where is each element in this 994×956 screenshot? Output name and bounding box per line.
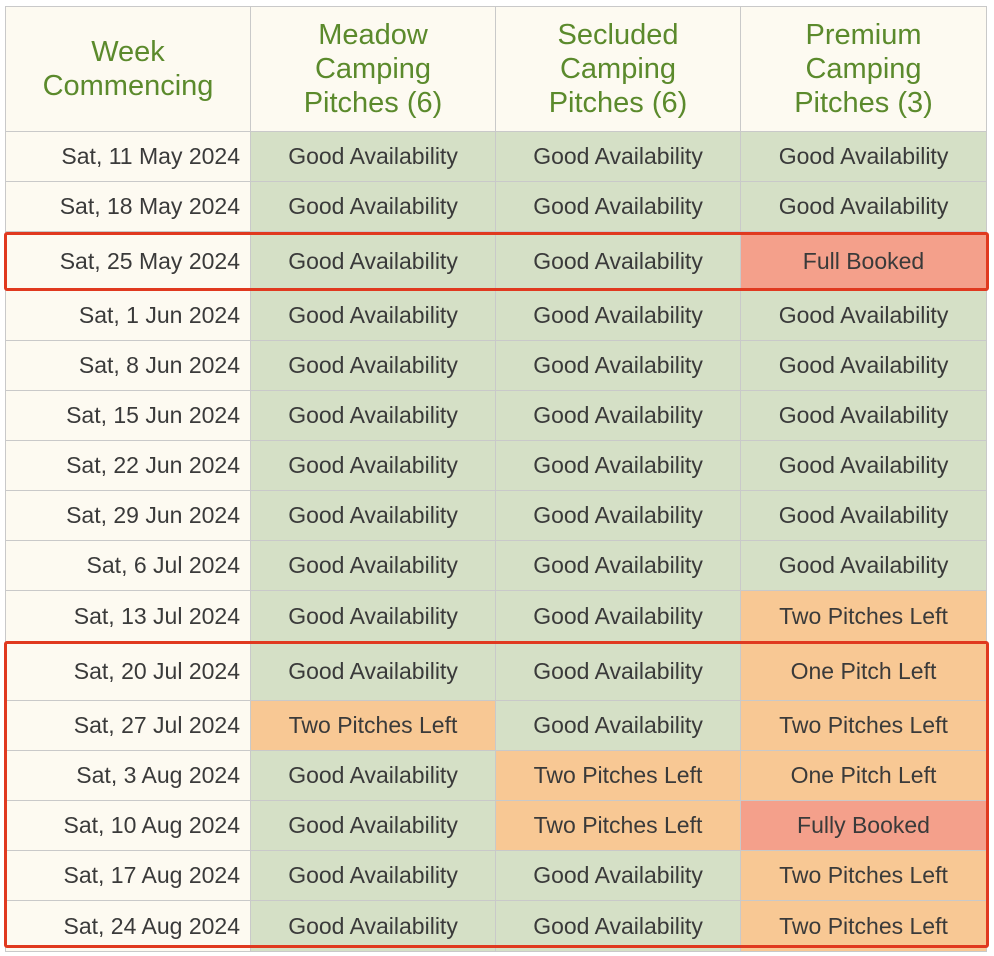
availability-table-container: Week Commencing Meadow Camping Pitches (… [5,6,987,952]
week-date-cell: Sat, 27 Jul 2024 [5,700,251,751]
table-row: Sat, 22 Jun 2024 Good Availability Good Av… [5,440,987,491]
premium-availability-cell: Good Availability [740,290,987,341]
week-date-cell: Sat, 13 Jul 2024 [5,590,251,642]
week-date-cell: Sat, 10 Aug 2024 [5,800,251,851]
secluded-availability-cell: Good Availability [495,181,741,232]
meadow-availability-cell: Good Availability [250,490,496,541]
secluded-availability-cell: Good Availability [495,490,741,541]
table-row: Sat, 18 May 2024 Good Availability Good Av… [5,181,987,232]
meadow-availability-cell: Good Availability [250,131,496,182]
premium-availability-cell: One Pitch Left [740,750,987,801]
table-row: Sat, 24 Aug 2024 Good Availability Good Av… [5,900,987,952]
table-body: Sat, 11 May 2024 Good Availability Good Av… [5,131,987,952]
premium-availability-cell: Two Pitches Left [740,700,987,751]
header-line: Week [91,36,165,68]
meadow-availability-cell: Good Availability [250,800,496,851]
week-date-cell: Sat, 18 May 2024 [5,181,251,232]
premium-availability-cell: One Pitch Left [740,641,987,701]
premium-availability-cell: Fully Booked [740,800,987,851]
secluded-availability-cell: Good Availability [495,850,741,901]
table-row: Sat, 1 Jun 2024 Good Availability Good Ava… [5,290,987,341]
table-row: Sat, 11 May 2024 Good Availability Good Av… [5,131,987,182]
week-date-cell: Sat, 1 Jun 2024 [5,290,251,341]
week-date-cell: Sat, 17 Aug 2024 [5,850,251,901]
premium-availability-cell: Good Availability [740,440,987,491]
meadow-availability-cell: Good Availability [250,641,496,701]
meadow-availability-cell: Good Availability [250,900,496,952]
secluded-availability-cell: Good Availability [495,390,741,441]
table-row: Sat, 29 Jun 2024 Good Availability Good Av… [5,490,987,541]
meadow-availability-cell: Good Availability [250,231,496,291]
meadow-availability-cell: Good Availability [250,181,496,232]
meadow-availability-cell: Good Availability [250,340,496,391]
table-row: Sat, 6 Jul 2024 Good Availability Good Ava… [5,540,987,591]
table-row: Sat, 25 May 2024 Good Availability Good Av… [5,231,987,291]
meadow-availability-cell: Good Availability [250,850,496,901]
premium-availability-cell: Two Pitches Left [740,850,987,901]
premium-availability-cell: Good Availability [740,181,987,232]
header-line: Camping [805,53,922,85]
header-row: Week Commencing Meadow Camping Pitches (… [5,6,987,132]
premium-availability-cell: Good Availability [740,131,987,182]
secluded-availability-cell: Good Availability [495,131,741,182]
premium-availability-cell: Good Availability [740,340,987,391]
secluded-availability-cell: Good Availability [495,641,741,701]
table-row: Sat, 17 Aug 2024 Good Availability Good Av… [5,850,987,901]
header-line: Premium [805,19,922,51]
premium-availability-cell: Good Availability [740,490,987,541]
header-line: Pitches (6) [548,87,688,119]
header-line: Camping [559,53,677,85]
meadow-availability-cell: Good Availability [250,750,496,801]
table-row: Sat, 20 Jul 2024 Good Availability Good Av… [5,641,987,701]
header-line: Commencing [42,70,214,102]
premium-availability-cell: Good Availability [740,540,987,591]
week-date-cell: Sat, 3 Aug 2024 [5,750,251,801]
week-date-cell: Sat, 29 Jun 2024 [5,490,251,541]
header-line: Camping [314,53,432,85]
secluded-availability-cell: Two Pitches Left [495,800,741,851]
premium-availability-cell: Two Pitches Left [740,590,987,642]
secluded-availability-cell: Two Pitches Left [495,750,741,801]
table-row: Sat, 3 Aug 2024 Good Availability Two Pitc… [5,750,987,801]
table-row: Sat, 10 Aug 2024 Good Availability Two Pit… [5,800,987,851]
table-row: Sat, 27 Jul 2024 Two Pitches Left Good Ava… [5,700,987,751]
availability-table: Week Commencing Meadow Camping Pitches (… [5,6,987,952]
week-date-cell: Sat, 8 Jun 2024 [5,340,251,391]
secluded-availability-cell: Good Availability [495,290,741,341]
meadow-availability-cell: Good Availability [250,440,496,491]
week-date-cell: Sat, 25 May 2024 [5,231,251,291]
header-meadow: Meadow Camping Pitches (6) [250,6,496,132]
meadow-availability-cell: Two Pitches Left [250,700,496,751]
header-secluded: Secluded Camping Pitches (6) [495,6,741,132]
premium-availability-cell: Full Booked [740,231,987,291]
header-week-commencing: Week Commencing [5,6,251,132]
header-line: Pitches (3) [794,87,933,119]
header-line: Pitches (6) [303,87,443,119]
secluded-availability-cell: Good Availability [495,700,741,751]
week-date-cell: Sat, 11 May 2024 [5,131,251,182]
meadow-availability-cell: Good Availability [250,290,496,341]
table-row: Sat, 13 Jul 2024 Good Availability Good Av… [5,590,987,642]
table-row: Sat, 8 Jun 2024 Good Availability Good Ava… [5,340,987,391]
table-row: Sat, 15 Jun 2024 Good Availability Good Av… [5,390,987,441]
header-premium: Premium Camping Pitches (3) [740,6,987,132]
secluded-availability-cell: Good Availability [495,900,741,952]
header-line: Meadow [318,19,428,51]
meadow-availability-cell: Good Availability [250,540,496,591]
meadow-availability-cell: Good Availability [250,390,496,441]
secluded-availability-cell: Good Availability [495,340,741,391]
secluded-availability-cell: Good Availability [495,590,741,642]
week-date-cell: Sat, 20 Jul 2024 [5,641,251,701]
secluded-availability-cell: Good Availability [495,231,741,291]
premium-availability-cell: Good Availability [740,390,987,441]
week-date-cell: Sat, 22 Jun 2024 [5,440,251,491]
header-line: Secluded [557,19,679,51]
week-date-cell: Sat, 15 Jun 2024 [5,390,251,441]
premium-availability-cell: Two Pitches Left [740,900,987,952]
week-date-cell: Sat, 24 Aug 2024 [5,900,251,952]
meadow-availability-cell: Good Availability [250,590,496,642]
week-date-cell: Sat, 6 Jul 2024 [5,540,251,591]
secluded-availability-cell: Good Availability [495,440,741,491]
secluded-availability-cell: Good Availability [495,540,741,591]
